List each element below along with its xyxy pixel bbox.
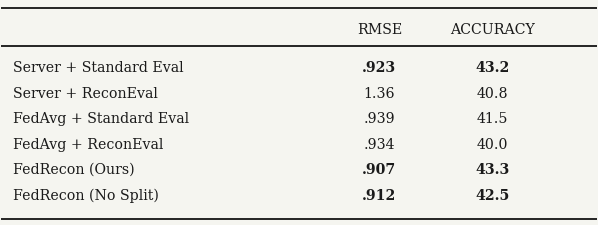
Text: 43.2: 43.2 — [475, 61, 509, 75]
Text: 41.5: 41.5 — [477, 112, 508, 126]
Text: FedAvg + Standard Eval: FedAvg + Standard Eval — [13, 112, 190, 126]
Text: FedRecon (Ours): FedRecon (Ours) — [13, 162, 135, 176]
Text: 40.8: 40.8 — [477, 86, 508, 100]
Text: .923: .923 — [362, 61, 396, 75]
Text: .934: .934 — [364, 137, 395, 151]
Text: 43.3: 43.3 — [475, 162, 509, 176]
Text: .912: .912 — [362, 188, 396, 202]
Text: ACCURACY: ACCURACY — [450, 23, 535, 37]
Text: FedAvg + ReconEval: FedAvg + ReconEval — [13, 137, 164, 151]
Text: Server + ReconEval: Server + ReconEval — [13, 86, 158, 100]
Text: RMSE: RMSE — [357, 23, 402, 37]
Text: Server + Standard Eval: Server + Standard Eval — [13, 61, 184, 75]
Text: .907: .907 — [362, 162, 396, 176]
Text: 1.36: 1.36 — [364, 86, 395, 100]
Text: FedRecon (No Split): FedRecon (No Split) — [13, 188, 159, 202]
Text: 42.5: 42.5 — [475, 188, 509, 202]
Text: 40.0: 40.0 — [477, 137, 508, 151]
Text: .939: .939 — [364, 112, 395, 126]
